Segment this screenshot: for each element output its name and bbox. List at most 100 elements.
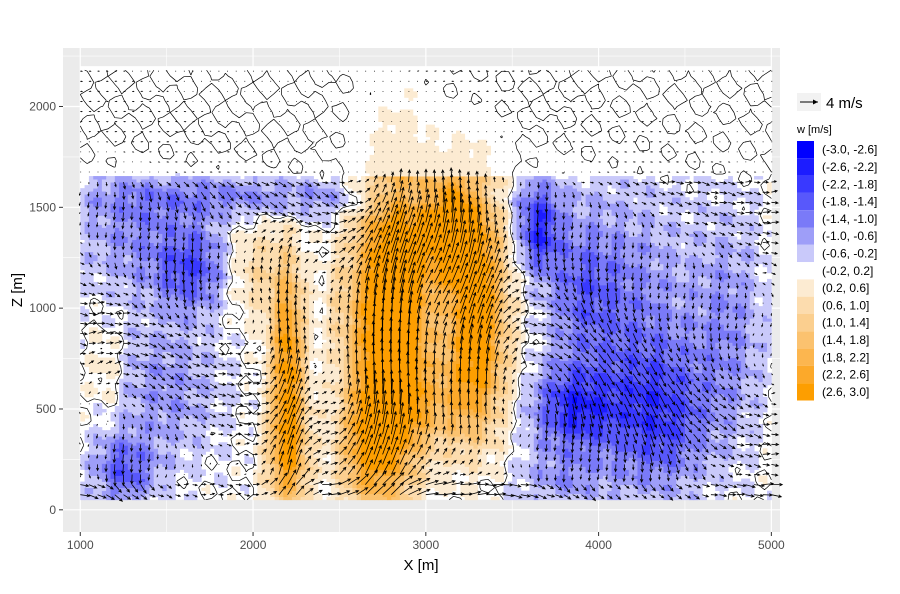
field-cell <box>214 303 219 307</box>
field-cell <box>140 300 146 304</box>
field-cell <box>257 203 263 207</box>
field-cell <box>309 451 314 455</box>
field-cell <box>114 257 120 262</box>
field-cell <box>158 469 163 473</box>
field-cell <box>266 442 271 446</box>
field-cell <box>140 260 146 265</box>
field-cell <box>218 294 224 298</box>
field-cell <box>127 381 133 386</box>
field-cell <box>192 439 198 443</box>
field-cell <box>145 496 150 501</box>
field-cell <box>291 239 297 243</box>
field-cell <box>283 402 288 407</box>
field-cell <box>244 275 250 280</box>
field-cell <box>149 357 155 361</box>
field-cell <box>162 312 168 316</box>
field-cell <box>93 233 98 237</box>
field-cell <box>270 227 276 231</box>
field-cell <box>257 297 263 301</box>
field-cell <box>84 251 90 256</box>
field-cell <box>270 200 276 204</box>
field-cell <box>196 218 202 222</box>
field-cell <box>261 427 267 431</box>
field-cell <box>261 354 267 358</box>
field-cell <box>170 224 176 228</box>
field-cell <box>132 336 137 340</box>
field-cell <box>123 412 129 416</box>
field-cell <box>257 469 263 473</box>
field-cell <box>235 439 241 443</box>
field-cell <box>192 466 198 470</box>
field-cell <box>162 463 168 467</box>
field-cell <box>158 309 163 313</box>
field-cell <box>188 342 193 346</box>
field-cell <box>270 430 276 434</box>
field-cell <box>278 357 284 361</box>
field-cell <box>261 209 267 213</box>
field-cell <box>179 463 185 467</box>
field-cell <box>222 236 228 240</box>
field-cell <box>170 185 176 189</box>
field-cell <box>209 390 215 395</box>
field-cell <box>97 469 103 473</box>
field-cell <box>205 490 211 495</box>
field-cell <box>196 448 202 452</box>
field-cell <box>214 448 219 452</box>
field-cell <box>188 439 193 443</box>
field-cell <box>158 206 163 210</box>
field-cell <box>196 381 202 386</box>
field-cell <box>196 242 202 247</box>
field-cell <box>317 463 323 467</box>
field-cell <box>270 257 276 262</box>
field-cell <box>166 360 172 365</box>
field-cell <box>192 339 198 343</box>
field-cell <box>287 300 293 304</box>
field-cell <box>209 330 215 334</box>
field-cell <box>93 430 98 434</box>
field-cell <box>110 242 116 247</box>
field-cell <box>196 439 202 443</box>
field-cell <box>214 278 219 283</box>
field-cell <box>145 176 150 180</box>
field-cell <box>278 478 284 482</box>
field-cell <box>106 191 111 195</box>
field-cell <box>317 218 323 222</box>
field-cell <box>93 176 98 180</box>
field-cell <box>309 260 314 265</box>
field-cell <box>93 481 98 486</box>
field-cell <box>170 291 176 295</box>
field-cell <box>166 469 172 473</box>
field-cell <box>114 366 120 371</box>
field-cell <box>149 176 155 180</box>
field-cell <box>313 236 319 240</box>
field-cell <box>149 318 155 322</box>
field-cell <box>140 221 146 225</box>
field-cell <box>309 330 314 334</box>
field-cell <box>317 378 323 383</box>
field-cell <box>153 378 159 383</box>
field-cell <box>114 490 120 495</box>
field-cell <box>196 451 202 455</box>
field-cell <box>283 439 288 443</box>
field-cell <box>205 209 211 213</box>
field-cell <box>313 387 319 392</box>
field-cell <box>166 363 172 368</box>
field-cell <box>97 369 103 374</box>
field-cell <box>88 191 94 195</box>
field-cell <box>175 402 181 407</box>
field-cell <box>278 300 284 304</box>
field-cell <box>140 421 146 425</box>
field-cell <box>235 176 241 180</box>
field-cell <box>257 188 263 192</box>
field-cell <box>110 185 116 189</box>
field-cell <box>166 263 172 268</box>
field-cell <box>240 257 245 262</box>
field-cell <box>192 384 198 389</box>
field-cell <box>201 366 206 371</box>
field-cell <box>266 490 271 495</box>
field-cell <box>136 275 142 280</box>
field-cell <box>222 390 228 395</box>
field-cell <box>145 263 150 268</box>
field-cell <box>175 176 181 180</box>
field-cell <box>188 257 193 262</box>
